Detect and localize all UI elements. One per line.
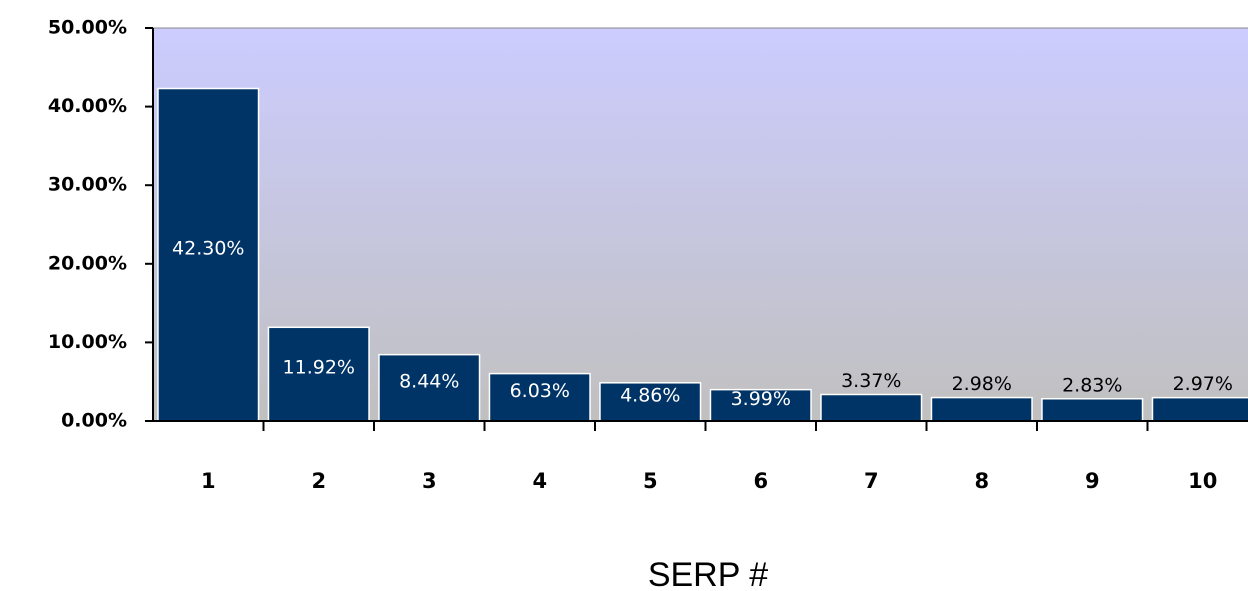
data-label: 6.03%	[510, 380, 570, 402]
bar	[157, 87, 260, 422]
bar	[820, 393, 923, 422]
data-label: 2.97%	[1173, 373, 1233, 395]
bar	[267, 326, 370, 422]
data-label: 2.98%	[952, 373, 1012, 395]
data-label: 8.44%	[399, 370, 459, 392]
y-tick-label: 0.00%	[61, 410, 127, 432]
y-tick-label: 30.00%	[48, 174, 127, 196]
y-tick-label: 20.00%	[48, 252, 127, 274]
data-label: 2.83%	[1062, 374, 1122, 396]
x-axis-label: SERP #	[648, 556, 768, 591]
x-tick-label: 4	[532, 469, 547, 493]
data-label: 3.99%	[731, 388, 791, 410]
bar	[930, 396, 1033, 422]
data-label: 11.92%	[283, 357, 355, 379]
x-tick-label: 10	[1188, 469, 1217, 493]
bar	[599, 382, 702, 422]
bar	[378, 353, 481, 422]
x-tick-label: 6	[753, 469, 768, 493]
x-tick-label: 5	[643, 469, 658, 493]
y-tick-label: 50.00%	[48, 17, 127, 39]
y-tick-label: 10.00%	[48, 331, 127, 353]
x-tick-label: 7	[864, 469, 879, 493]
bar	[1041, 398, 1144, 422]
data-label: 3.37%	[841, 370, 901, 392]
y-tick-label: 40.00%	[48, 95, 127, 117]
x-tick-label: 1	[201, 469, 216, 493]
data-label: 4.86%	[620, 384, 680, 406]
x-tick-label: 3	[422, 469, 437, 493]
x-tick-label: 2	[311, 469, 326, 493]
x-tick-label: 8	[974, 469, 989, 493]
bar	[1151, 396, 1248, 422]
data-label: 42.30%	[172, 237, 244, 259]
x-tick-label: 9	[1085, 469, 1100, 493]
